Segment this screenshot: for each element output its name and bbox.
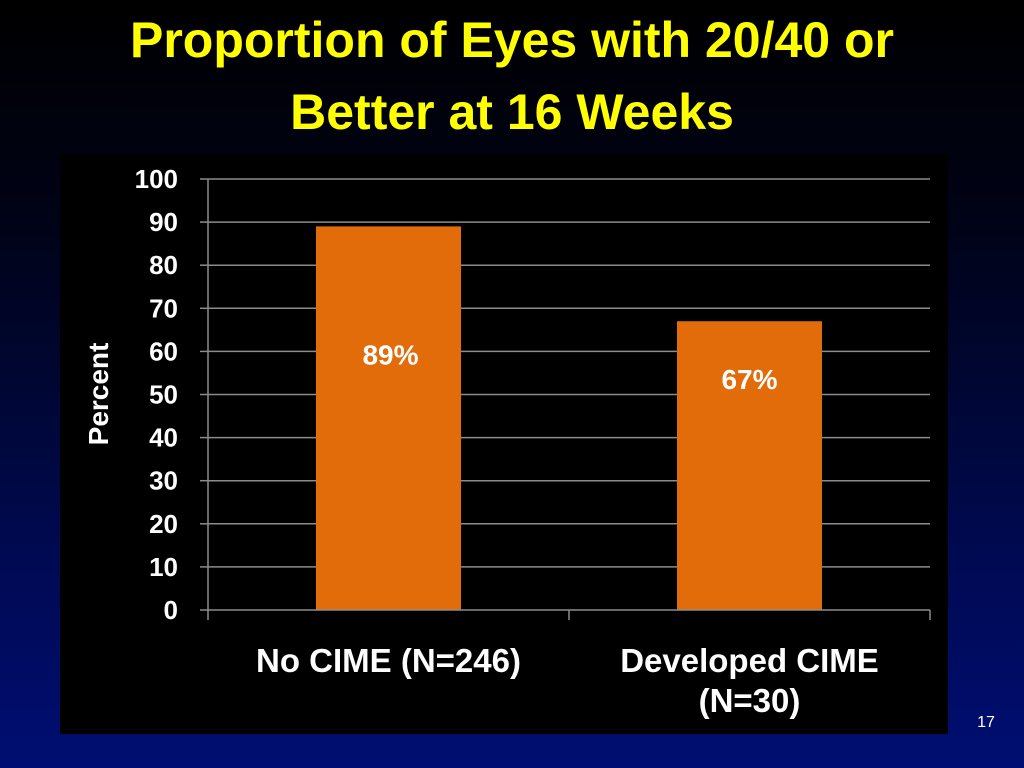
slide-title: Proportion of Eyes with 20/40 or Better … bbox=[0, 4, 1024, 148]
bar-data-label: 67% bbox=[721, 364, 777, 395]
labels: 0 10 20 30 40 50 60 70 80 90 100 89% No CIME (N=246)… bbox=[83, 164, 879, 719]
x-category-label: No CIME (N=246) bbox=[256, 642, 521, 679]
slide-title-line-2: Better at 16 Weeks bbox=[290, 84, 734, 140]
axes bbox=[200, 178, 931, 620]
y-tick-label: 70 bbox=[149, 293, 178, 323]
y-tick-label: 60 bbox=[149, 336, 178, 366]
y-tick-label: 10 bbox=[149, 552, 178, 582]
bar bbox=[316, 226, 461, 610]
bar-chart: 0 10 20 30 40 50 60 70 80 90 100 89% No CIME (N=246)… bbox=[83, 164, 931, 719]
y-axis-title: Percent bbox=[83, 343, 114, 446]
slide-number: 17 bbox=[977, 714, 995, 731]
bar-data-label: 89% bbox=[362, 339, 418, 370]
x-category-label: Developed CIME (N=30) bbox=[620, 642, 879, 719]
slide-title-line-1: Proportion of Eyes with 20/40 or bbox=[129, 12, 895, 68]
bars bbox=[316, 226, 822, 610]
y-tick-label: 50 bbox=[149, 380, 178, 410]
y-tick-label: 0 bbox=[164, 595, 178, 625]
x-category-label-line: (N=30) bbox=[699, 682, 801, 719]
y-tick-label: 40 bbox=[149, 423, 178, 453]
y-tick-label: 20 bbox=[149, 509, 178, 539]
y-tick-label: 80 bbox=[149, 250, 178, 280]
chart-panel: 0 10 20 30 40 50 60 70 80 90 100 89% No CIME (N=246)… bbox=[60, 154, 948, 734]
y-tick-label: 100 bbox=[135, 164, 178, 194]
y-tick-label: 90 bbox=[149, 207, 178, 237]
y-tick-label: 30 bbox=[149, 466, 178, 496]
x-category-label-line: No CIME (N=246) bbox=[256, 642, 521, 679]
x-category-label-line: Developed CIME bbox=[620, 642, 879, 679]
bar bbox=[677, 321, 822, 610]
